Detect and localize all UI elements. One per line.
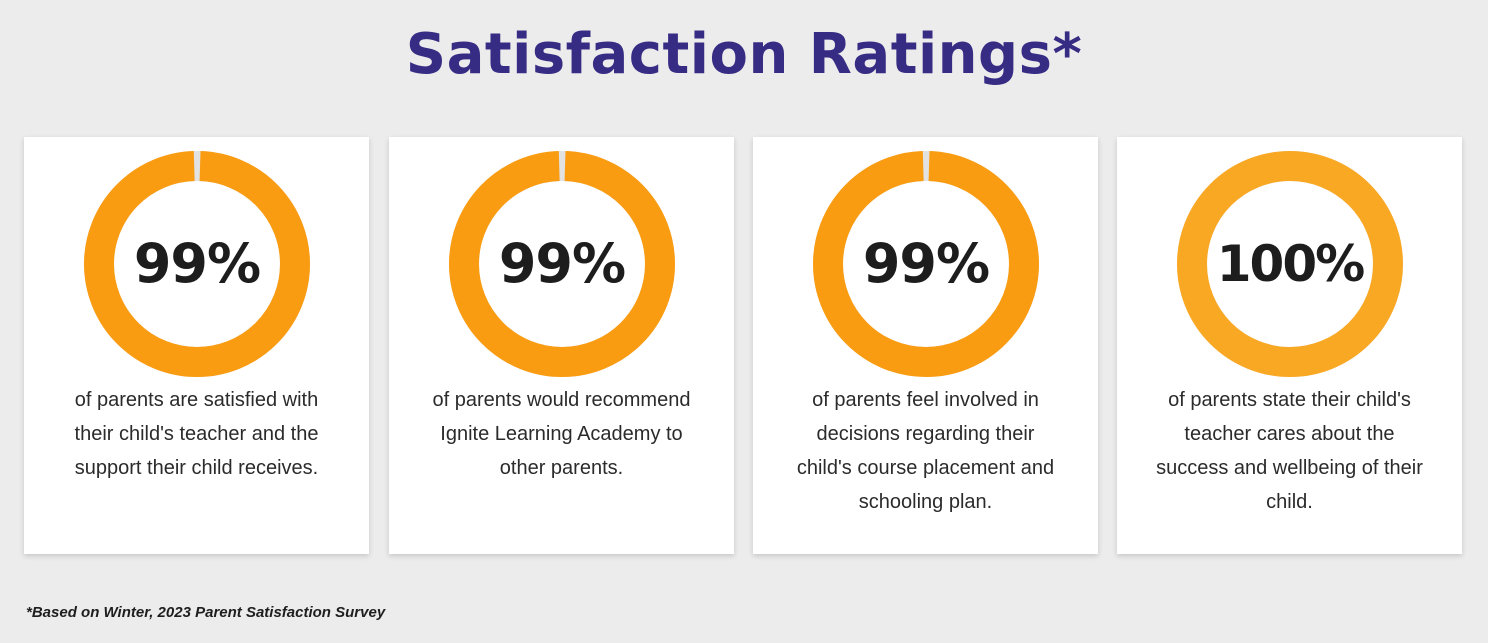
rating-card-recommend: 99% of parents would recommend Ignite Le… xyxy=(389,137,734,554)
rating-description: of parents are satisfied with their chil… xyxy=(74,389,319,479)
donut-ring xyxy=(449,151,675,377)
rating-card-involvement: 99% of parents feel involved in decision… xyxy=(753,137,1098,554)
rating-description: of parents state their child's teacher c… xyxy=(1156,389,1423,513)
rating-gauge: 100% xyxy=(1177,151,1403,377)
rating-card-teacher-satisfaction: 99% of parents are satisfied with their … xyxy=(24,137,369,554)
donut-ring xyxy=(813,151,1039,377)
rating-gauge: 99% xyxy=(84,151,310,377)
rating-description: of parents would recommend Ignite Learni… xyxy=(432,389,691,479)
rating-percentage: 99% xyxy=(862,232,990,295)
rating-card-teacher-cares: 100% of parents state their child's teac… xyxy=(1117,137,1462,554)
rating-description: of parents feel involved in decisions re… xyxy=(796,389,1055,513)
donut-ring xyxy=(84,151,310,377)
page-title: Satisfaction Ratings* xyxy=(405,22,1083,87)
rating-percentage: 99% xyxy=(498,232,626,295)
survey-footnote: *Based on Winter, 2023 Parent Satisfacti… xyxy=(26,604,386,621)
rating-gauge: 99% xyxy=(449,151,675,377)
rating-percentage: 100% xyxy=(1216,235,1365,293)
donut-ring xyxy=(1177,151,1403,377)
rating-gauge: 99% xyxy=(813,151,1039,377)
ratings-cards: 99% of parents are satisfied with their … xyxy=(24,137,1462,554)
rating-percentage: 99% xyxy=(133,232,261,295)
